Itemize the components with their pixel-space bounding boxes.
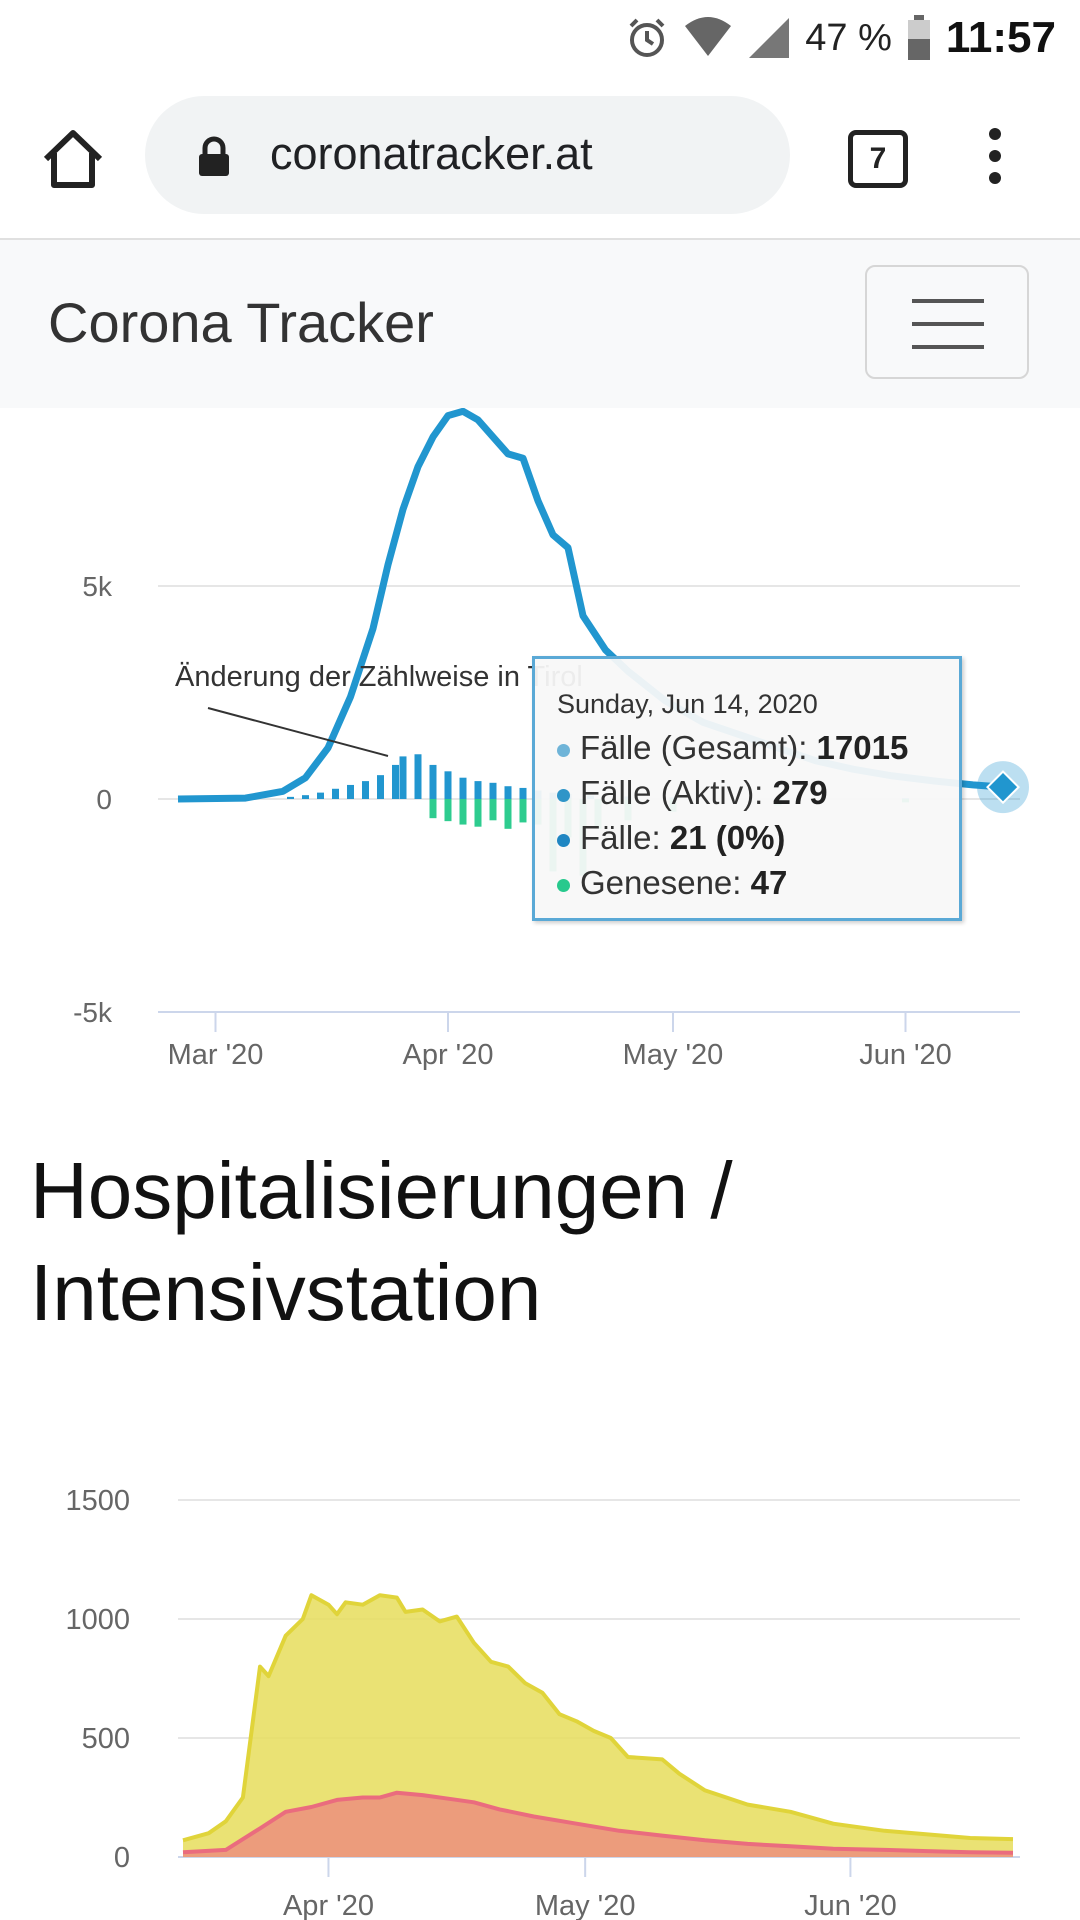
bar-recovered (519, 799, 527, 823)
y-tick-label: 500 (82, 1723, 130, 1755)
bar-cases (504, 786, 512, 799)
legend-dot (557, 878, 570, 892)
hamburger-bar (912, 322, 984, 326)
bar-cases (459, 777, 467, 799)
x-tick-label: Apr '20 (283, 1890, 374, 1920)
tooltip-row-active: Fälle (Aktiv): 279 (557, 774, 828, 812)
tooltip-value: 279 (772, 774, 828, 811)
tab-switcher-button[interactable]: 7 (848, 130, 908, 188)
url-text: coronatracker.at (270, 128, 593, 179)
x-tick-label: Mar '20 (168, 1039, 264, 1071)
signal-icon (749, 18, 790, 58)
bar-cases (287, 796, 294, 799)
icu-series-line (182, 1790, 1014, 1855)
section-title-hospital: Hospitalisierungen / Intensivstation (30, 1146, 733, 1337)
y-tick-label: 1000 (65, 1604, 130, 1636)
bar-cases (519, 787, 527, 799)
lock-icon (199, 136, 229, 176)
bar-cases (347, 784, 354, 799)
hamburger-bar (912, 299, 984, 303)
bar-cases (489, 782, 497, 799)
tooltip-label: Fälle: (580, 819, 670, 856)
x-tick-label: Jun '20 (859, 1039, 952, 1071)
brand-title[interactable]: Corona Tracker (48, 291, 434, 354)
bar-cases (317, 792, 324, 799)
icu-series-area (183, 1792, 1013, 1857)
y-tick-label: 1500 (65, 1485, 130, 1517)
bar-recovered (504, 799, 512, 829)
bar-recovered (444, 799, 452, 822)
x-tick-label: May '20 (535, 1890, 636, 1920)
address-bar[interactable]: coronatracker.at (145, 96, 790, 214)
browser-toolbar: coronatracker.at 7 (0, 78, 1080, 240)
y-tick-label: -5k (73, 997, 113, 1028)
y-tick-label: 5k (82, 571, 113, 602)
home-icon[interactable] (38, 123, 108, 193)
legend-dot (557, 788, 570, 802)
tooltip-value: 17015 (816, 729, 909, 766)
tooltip-value: 47 (750, 864, 788, 901)
bar-cases (332, 788, 339, 799)
tooltip-label: Genesene: (580, 864, 751, 901)
annotation-label: Änderung der Zählweise in Tirol (175, 661, 583, 693)
bar-cases (302, 795, 309, 799)
x-tick-label: Apr '20 (403, 1039, 494, 1071)
legend-dot (557, 743, 570, 757)
hospital-series-area (183, 1595, 1013, 1857)
y-tick-label: 0 (114, 1842, 130, 1874)
hover-marker (986, 770, 1020, 805)
bar-cases (399, 756, 407, 799)
tooltip-value: 21 (0%) (669, 819, 786, 856)
hospital-chart: 1500 1000 500 0 Apr '20 May '20 Jun '20 (65, 1485, 1020, 1920)
alarm-icon (629, 18, 665, 57)
hospital-series-line (182, 1593, 1014, 1843)
tooltip-date: Sunday, Jun 14, 2020 (557, 689, 818, 719)
chart-tooltip: Sunday, Jun 14, 2020 Fälle (Gesamt): 170… (532, 656, 962, 921)
menu-toggle-button[interactable] (865, 265, 1029, 379)
bar-cases (362, 781, 369, 799)
bar-recovered (489, 799, 497, 821)
status-bar: 47 % 11:57 (0, 0, 1080, 78)
tooltip-row-total: Fälle (Gesamt): 17015 (557, 729, 908, 767)
bar-cases (377, 775, 384, 799)
hamburger-bar (912, 345, 984, 349)
battery-percent: 47 % (805, 16, 892, 59)
y-tick-label: 0 (96, 784, 112, 815)
bar-cases (414, 754, 422, 799)
legend-dot (557, 833, 570, 847)
battery-icon (907, 15, 930, 60)
bar-recovered (459, 799, 467, 825)
annotation-connector (207, 707, 389, 757)
clock: 11:57 (945, 13, 1056, 62)
bar-recovered (474, 799, 482, 827)
bar-cases (474, 781, 482, 799)
bar-cases (392, 764, 399, 799)
tooltip-label: Fälle (Aktiv): (580, 774, 773, 811)
bar-recovered (429, 799, 437, 819)
site-navbar: Corona Tracker (0, 240, 1080, 408)
bar-cases (444, 771, 452, 799)
x-tick-label: Jun '20 (804, 1890, 897, 1920)
tooltip-label: Fälle (Gesamt): (580, 729, 817, 766)
x-tick-label: May '20 (623, 1039, 724, 1071)
tooltip-row-recovered: Genesene: 47 (557, 864, 787, 902)
tooltip-row-cases: Fälle: 21 (0%) (557, 819, 785, 857)
wifi-icon (685, 17, 732, 56)
more-menu-icon[interactable] (980, 126, 1010, 186)
bar-cases (429, 764, 437, 799)
